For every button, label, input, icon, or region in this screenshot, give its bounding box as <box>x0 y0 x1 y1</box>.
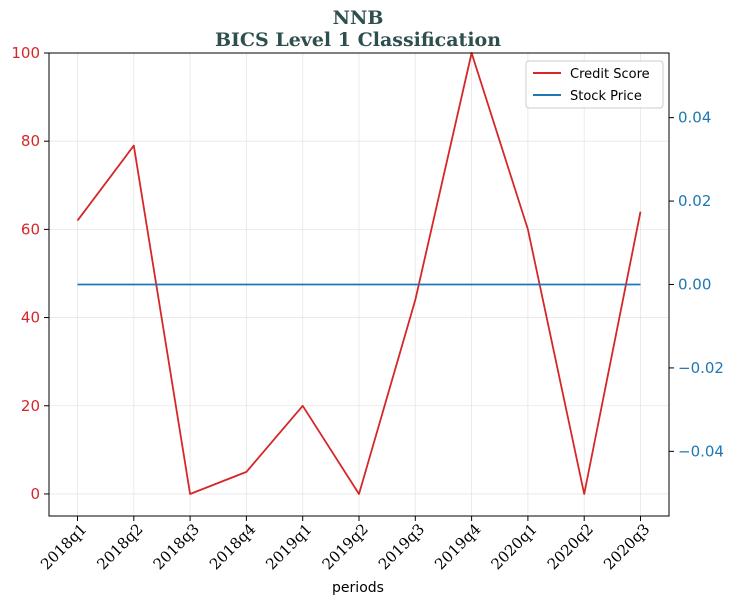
x-tick-label: 2018q1 <box>37 520 90 573</box>
y-right-tick-label: −0.02 <box>678 359 724 377</box>
legend-label-credit-score: Credit Score <box>570 67 650 82</box>
x-tick-label: 2018q2 <box>93 520 146 573</box>
x-tick-label: 2019q1 <box>262 520 315 573</box>
x-tick-label: 2018q4 <box>206 520 259 573</box>
x-axis-label: periods <box>332 580 384 596</box>
legend: Credit Score Stock Price <box>525 60 664 109</box>
series-line-credit-score <box>76 52 642 495</box>
y-left-tick-label: 100 <box>11 44 40 62</box>
y-left-tick-label: 0 <box>30 485 40 503</box>
x-tick-label: 2020q3 <box>600 520 653 573</box>
x-tick-label: 2019q3 <box>375 520 428 573</box>
y-left-tick-label: 40 <box>21 309 40 327</box>
chart-subtitle: BICS Level 1 Classification <box>215 29 501 51</box>
y-left-tick-label: 20 <box>21 397 40 415</box>
plot-lines <box>76 52 642 495</box>
y-right-tick-label: 0.04 <box>678 109 711 127</box>
x-tick-label: 2020q2 <box>544 520 597 573</box>
y-right-tick-label: 0.02 <box>678 192 711 210</box>
y-left-tick-label: 80 <box>21 132 40 150</box>
y-right-tick-label: −0.04 <box>678 442 724 460</box>
x-tick-label: 2019q4 <box>431 520 484 573</box>
x-axis: 2018q1 2018q2 2018q3 2018q4 2019q1 2019q2 2019… <box>37 516 653 573</box>
chart-title: NNB <box>333 7 384 29</box>
y-right-tick-label: 0.00 <box>678 276 711 294</box>
y-left-tick-label: 60 <box>21 220 40 238</box>
y-right-axis: −0.04 −0.02 0.00 0.02 0.04 <box>669 109 724 460</box>
x-tick-label: 2019q2 <box>319 520 372 573</box>
x-tick-label: 2020q1 <box>487 520 540 573</box>
y-left-axis: 0 20 40 60 80 100 <box>11 44 49 503</box>
x-tick-label: 2018q3 <box>150 520 203 573</box>
legend-label-stock-price: Stock Price <box>570 89 642 104</box>
